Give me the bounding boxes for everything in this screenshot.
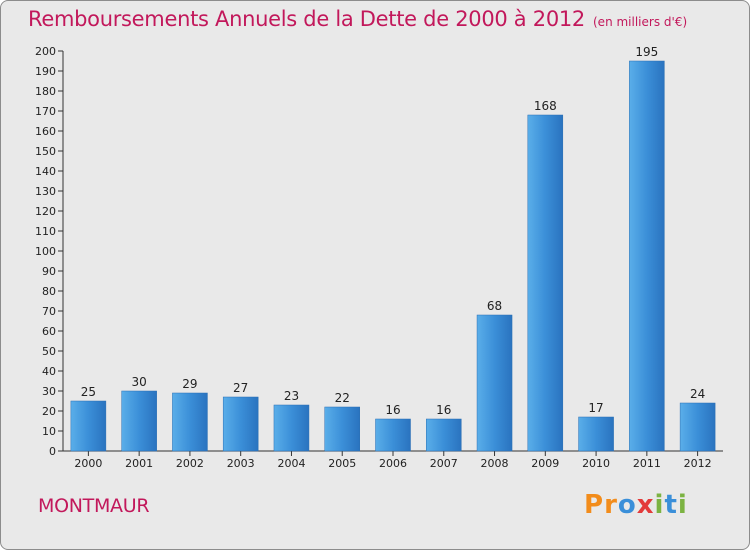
y-tick-label: 50	[42, 345, 56, 358]
x-tick-label: 2005	[328, 457, 356, 470]
y-tick-label: 160	[35, 125, 56, 138]
bar-2009	[527, 114, 564, 452]
bar-2002	[172, 392, 208, 452]
bar-2008	[476, 314, 513, 452]
y-tick-label: 100	[35, 245, 56, 258]
bar-2007	[426, 418, 462, 452]
y-tick-label: 90	[42, 265, 56, 278]
y-tick-label: 70	[42, 305, 56, 318]
data-label: 22	[335, 391, 350, 405]
data-label: 24	[690, 387, 705, 401]
data-label: 16	[436, 403, 451, 417]
x-tick-label: 2007	[430, 457, 458, 470]
logo-letter: o	[617, 490, 637, 520]
bar-2012	[679, 402, 716, 452]
x-tick-label: 2002	[176, 457, 204, 470]
logo-letter: i	[677, 490, 688, 520]
y-tick-label: 120	[35, 205, 56, 218]
y-tick-label: 110	[35, 225, 56, 238]
bar-2004	[273, 404, 310, 452]
data-label: 168	[534, 99, 557, 113]
chart-title: Remboursements Annuels de la Dette de 20…	[28, 7, 687, 31]
y-tick-label: 80	[42, 285, 56, 298]
y-tick-label: 180	[35, 85, 56, 98]
y-tick-label: 40	[42, 365, 56, 378]
bar-2003	[222, 396, 259, 452]
bar-2001	[121, 390, 157, 452]
proxiti-logo: Proxiti	[584, 490, 688, 520]
logo-letter: P	[584, 490, 605, 520]
data-label: 17	[588, 401, 603, 415]
data-label: 29	[182, 377, 197, 391]
y-tick-label: 60	[42, 325, 56, 338]
data-label: 23	[284, 389, 299, 403]
x-tick-label: 2003	[227, 457, 255, 470]
data-label: 25	[81, 385, 96, 399]
bar-2000	[70, 400, 107, 452]
data-label: 30	[132, 375, 147, 389]
x-tick-label: 2008	[481, 457, 509, 470]
bar-2006	[375, 418, 411, 452]
chart-labels: 0 10 20 30 40 50 60 70 80 90 100 110 120 130 140 150 160…	[35, 45, 712, 470]
town-name: MONTMAUR	[38, 495, 150, 517]
y-tick-label: 170	[35, 105, 56, 118]
chart-title-main: Remboursements Annuels de la Dette de 20…	[28, 7, 585, 31]
bar-2005	[324, 406, 360, 452]
data-label: 27	[233, 381, 248, 395]
x-tick-label: 2009	[531, 457, 559, 470]
x-tick-label: 2006	[379, 457, 407, 470]
y-tick-label: 140	[35, 165, 56, 178]
y-tick-label: 190	[35, 65, 56, 78]
bar-2010	[578, 416, 614, 452]
y-tick-label: 0	[49, 445, 56, 458]
y-tick-label: 30	[42, 385, 56, 398]
y-tick-label: 200	[35, 45, 56, 58]
x-tick-label: 2010	[582, 457, 610, 470]
chart-axes	[58, 50, 723, 456]
y-tick-label: 10	[42, 425, 56, 438]
logo-letter: i	[654, 490, 665, 520]
data-label: 16	[385, 403, 400, 417]
logo-letter: x	[636, 490, 655, 520]
logo-letter: r	[604, 490, 618, 520]
chart-bars	[70, 60, 716, 452]
x-tick-label: 2001	[125, 457, 153, 470]
x-tick-label: 2000	[74, 457, 102, 470]
chart-subtitle: (en milliers d'€)	[593, 15, 688, 29]
bar-2011	[629, 60, 665, 452]
x-tick-label: 2004	[277, 457, 305, 470]
y-tick-label: 150	[35, 145, 56, 158]
logo-letter: t	[664, 490, 678, 520]
x-tick-label: 2011	[633, 457, 661, 470]
data-label: 195	[635, 45, 658, 59]
data-label: 68	[487, 299, 502, 313]
y-tick-label: 20	[42, 405, 56, 418]
y-tick-label: 130	[35, 185, 56, 198]
x-tick-label: 2012	[684, 457, 712, 470]
